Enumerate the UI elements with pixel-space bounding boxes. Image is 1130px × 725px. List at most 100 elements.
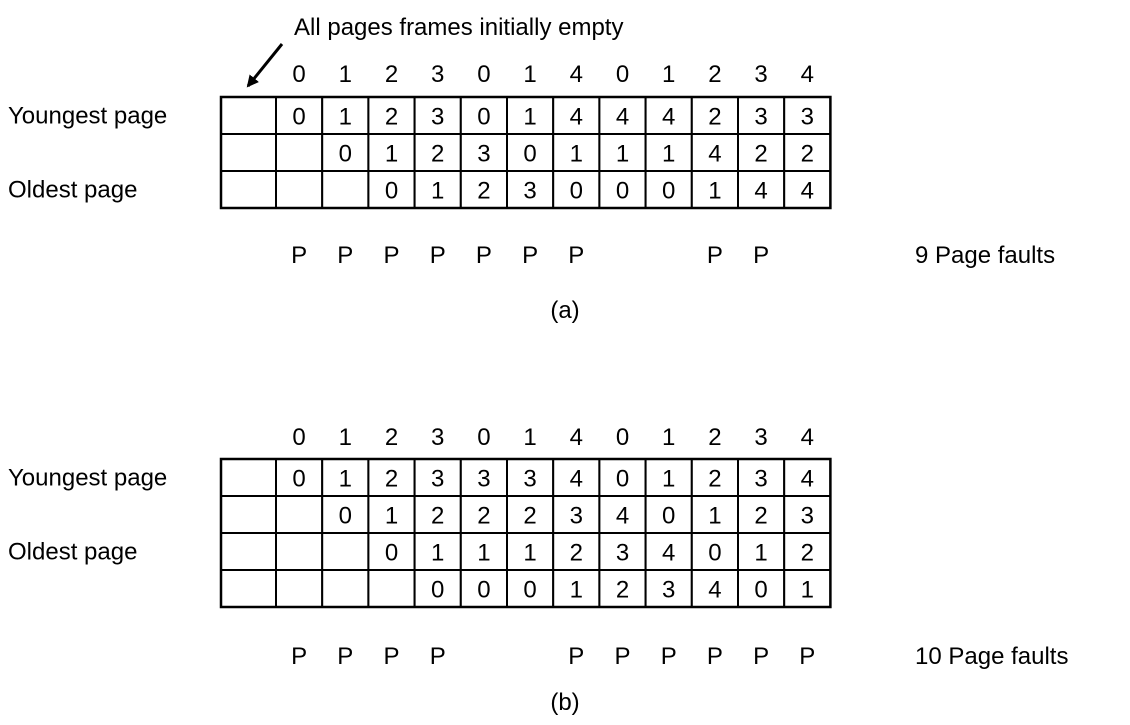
reference-b-5: 1 (523, 424, 536, 451)
frame-value-b-0-9: 2 (708, 466, 721, 493)
frame-value-b-0-3: 3 (431, 466, 444, 493)
page-fault-marker-a-4: P (476, 242, 492, 269)
frame-value-b-2-5: 1 (523, 540, 536, 567)
frame-value-b-0-6: 4 (570, 466, 583, 493)
page-fault-marker-b-7: P (614, 643, 630, 670)
frame-value-a-0-7: 4 (616, 104, 629, 131)
page-fault-marker-b-10: P (753, 643, 769, 670)
reference-a-10: 3 (754, 61, 767, 88)
page-fault-marker-a-0: P (291, 242, 307, 269)
frame-value-a-1-5: 0 (523, 141, 536, 168)
frame-cell-b-1-8 (644, 495, 693, 534)
page-fault-marker-a-10: P (753, 242, 769, 269)
page-fault-marker-a-2: P (383, 242, 399, 269)
grid-border-b (219, 457, 832, 609)
frame-value-b-2-6: 2 (570, 540, 583, 567)
frame-value-a-1-2: 1 (385, 141, 398, 168)
frame-cell-a-1-11 (783, 133, 832, 172)
frame-value-a-0-4: 0 (477, 104, 490, 131)
frame-cell-b-1-3 (413, 495, 462, 534)
frame-value-a-2-3: 1 (431, 178, 444, 205)
row-label-a-2: Oldest page (8, 177, 137, 204)
reference-a-3: 3 (431, 61, 444, 88)
initial-empty-cell-a-2 (220, 170, 277, 209)
frame-cell-b-2-3 (413, 532, 462, 571)
frame-value-b-1-4: 2 (477, 503, 490, 530)
frame-value-a-0-6: 4 (570, 104, 583, 131)
frame-cell-b-0-5 (506, 458, 555, 497)
frame-value-b-3-3: 0 (431, 577, 444, 604)
reference-b-1: 1 (339, 424, 352, 451)
row-label-b-2: Oldest page (8, 539, 137, 566)
frame-cell-a-2-7 (598, 170, 647, 209)
frame-cell-b-2-2 (367, 532, 416, 571)
reference-b-8: 1 (662, 424, 675, 451)
frame-value-b-1-9: 1 (708, 503, 721, 530)
initial-empty-cell-a-1 (220, 133, 277, 172)
frame-value-b-3-4: 0 (477, 577, 490, 604)
frame-value-b-0-5: 3 (523, 466, 536, 493)
frame-cell-b-3-9 (690, 569, 739, 608)
frame-value-a-1-10: 2 (754, 141, 767, 168)
frame-cell-b-1-11 (783, 495, 832, 534)
frame-cell-a-0-7 (598, 96, 647, 135)
frame-value-a-1-1: 0 (339, 141, 352, 168)
frame-value-b-1-5: 2 (523, 503, 536, 530)
diagram-b: 0 1 2 3 0 1 4 0 1 2 3 4 Youngest page Oldest page 0 1 2 3… (8, 424, 1068, 716)
frame-cell-a-0-9 (690, 96, 739, 135)
frame-value-b-0-0: 0 (292, 466, 305, 493)
frame-cell-b-1-0 (275, 495, 324, 534)
reference-a-2: 2 (385, 61, 398, 88)
initially-empty-arrow (246, 43, 284, 88)
reference-b-4: 0 (477, 424, 490, 451)
frame-value-a-0-5: 1 (523, 104, 536, 131)
fault-summary-b: 10 Page faults (915, 643, 1068, 670)
reference-b-9: 2 (708, 424, 721, 451)
page-fault-marker-a-5: P (522, 242, 538, 269)
page-fault-marker-a-3: P (430, 242, 446, 269)
frame-value-b-2-4: 1 (477, 540, 490, 567)
frame-value-b-0-2: 2 (385, 466, 398, 493)
reference-b-11: 4 (801, 424, 814, 451)
frame-value-a-0-11: 3 (801, 104, 814, 131)
frame-cell-a-2-5 (506, 170, 555, 209)
frame-value-a-2-6: 0 (570, 178, 583, 205)
frame-value-b-0-1: 1 (339, 466, 352, 493)
fault-summary-a: 9 Page faults (915, 242, 1055, 269)
reference-a-0: 0 (292, 61, 305, 88)
page-fault-marker-a-9: P (707, 242, 723, 269)
frame-cell-b-3-2 (367, 569, 416, 608)
frame-cell-b-3-4 (459, 569, 508, 608)
frame-cell-a-1-0 (275, 133, 324, 172)
frame-value-a-2-4: 2 (477, 178, 490, 205)
frame-value-b-2-9: 0 (708, 540, 721, 567)
page-fault-marker-a-6: P (568, 242, 584, 269)
caption-b: (b) (550, 689, 579, 716)
frame-value-b-1-10: 2 (754, 503, 767, 530)
frame-value-a-0-1: 1 (339, 104, 352, 131)
frame-value-a-1-7: 1 (616, 141, 629, 168)
frame-value-b-1-1: 0 (339, 503, 352, 530)
frame-cell-b-2-11 (783, 532, 832, 571)
initial-empty-cell-b-0 (220, 458, 277, 497)
frame-value-a-1-9: 4 (708, 141, 721, 168)
frame-cell-a-2-1 (321, 170, 370, 209)
reference-b-2: 2 (385, 424, 398, 451)
reference-b-10: 3 (754, 424, 767, 451)
page-fault-marker-b-2: P (383, 643, 399, 670)
reference-a-8: 1 (662, 61, 675, 88)
reference-b-3: 3 (431, 424, 444, 451)
frame-value-a-2-7: 0 (616, 178, 629, 205)
page-fault-marker-b-9: P (707, 643, 723, 670)
frame-cell-a-2-0 (275, 170, 324, 209)
frame-value-a-0-9: 2 (708, 104, 721, 131)
frame-value-b-3-10: 0 (754, 577, 767, 604)
frame-value-a-2-11: 4 (801, 178, 814, 205)
frame-value-a-1-11: 2 (801, 141, 814, 168)
reference-a-11: 4 (801, 61, 814, 88)
page-fault-marker-b-8: P (661, 643, 677, 670)
frame-value-b-1-8: 0 (662, 503, 675, 530)
frame-value-b-3-5: 0 (523, 577, 536, 604)
reference-b-6: 4 (570, 424, 583, 451)
